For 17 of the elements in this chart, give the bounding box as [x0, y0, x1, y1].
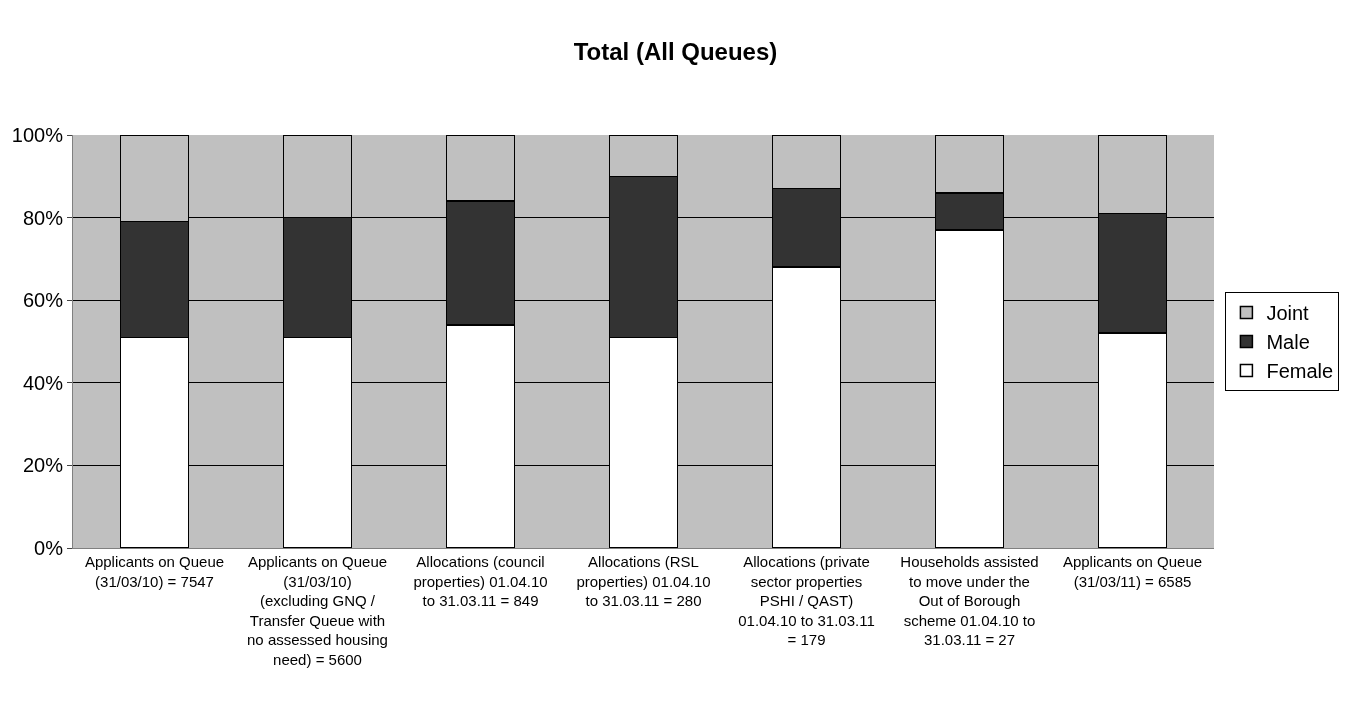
y-tick-label: 100% — [11, 124, 64, 146]
y-tick-label: 60% — [22, 289, 64, 312]
x-tick-label: Applicants on Queue (31/03/11) = 6585 — [1062, 553, 1203, 590]
legend-label: Female — [1266, 360, 1334, 383]
y-tick-label: 40% — [22, 371, 64, 394]
legend-label: Male — [1266, 331, 1310, 354]
x-tick-label: Allocations (council properties) 01.04.10 to 31.03.11 = 849 — [413, 553, 548, 609]
x-tick-label: Allocations (private sector properties PSHI / QAST) 01.04.10 to 31.03.11 = 179 — [738, 553, 875, 648]
x-tick-label: Applicants on Queue (31/03/10) (excluding GNQ / Transfer Queue with no assessed housing need) = 5600 — [247, 553, 388, 668]
x-tick-label: Households assisted to move under the Out of Borough scheme 01.04.10 to 31.03.11 = 27 — [900, 553, 1039, 648]
chart-title: Total (All Queues) — [573, 38, 778, 66]
x-tick-label: Applicants on Queue (31/03/10) = 7547 — [84, 553, 225, 590]
y-tick-label: 0% — [34, 537, 64, 559]
y-tick-label: 20% — [22, 454, 64, 477]
x-tick-label: Allocations (RSL properties) 01.04.10 to 31.03.11 = 280 — [576, 553, 711, 609]
legend-label: Joint — [1266, 302, 1310, 325]
y-tick-label: 80% — [22, 206, 64, 229]
